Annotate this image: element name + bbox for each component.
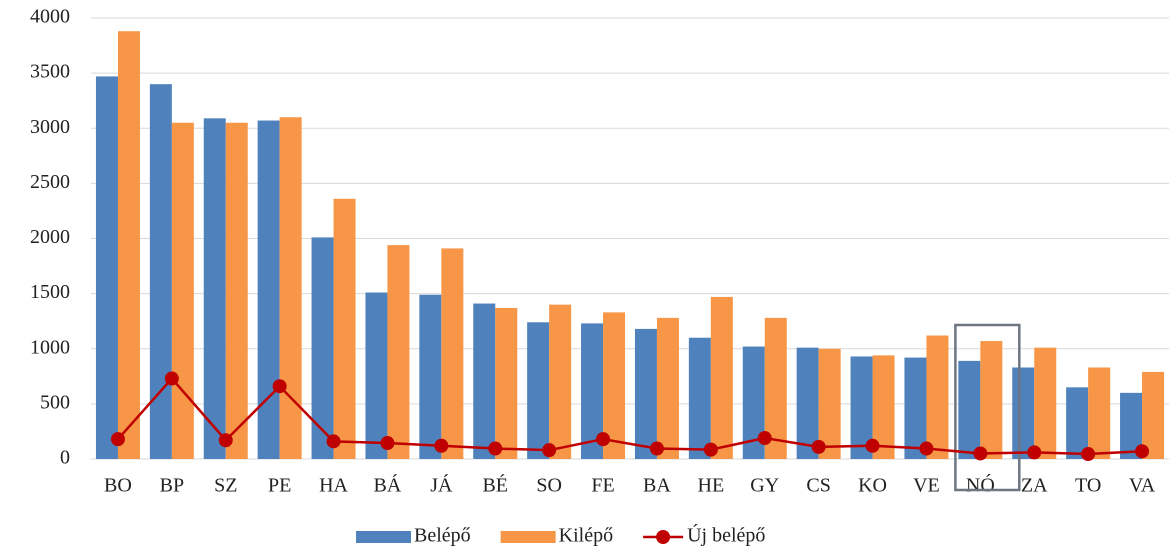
bar [904,357,927,459]
x-tick-label: VA [1129,475,1156,497]
bar [872,355,895,459]
marker [272,379,287,394]
marker [596,432,611,447]
bar [419,294,442,459]
bar [634,328,657,459]
marker [703,442,718,457]
bar [958,360,981,459]
bar [1012,367,1035,459]
x-tick-label: CS [806,475,830,497]
marker [542,443,557,458]
y-tick-label: 500 [40,391,70,413]
x-tick-label: BÉ [482,474,508,497]
y-tick-label: 2000 [30,226,70,248]
y-tick-label: 1000 [30,336,70,358]
x-tick-label: GY [750,475,779,497]
marker [919,441,934,456]
x-tick-label: SZ [214,475,237,497]
y-tick-label: 1500 [30,281,70,303]
marker [110,432,125,447]
bar [850,356,873,459]
bar [581,323,604,459]
bar [764,317,787,459]
bar [333,198,356,459]
bar [1120,392,1143,459]
bar [473,303,496,459]
marker [488,441,503,456]
legend-label: Belépő [414,525,471,547]
bar [1066,387,1089,459]
bar [117,31,140,459]
y-tick-label: 2500 [30,171,70,193]
bar [688,337,711,459]
y-tick-label: 4000 [30,6,70,28]
bar [549,304,572,459]
marker [164,371,179,386]
x-tick-label: SO [536,475,562,497]
legend-swatch [656,530,671,544]
x-tick-label: PE [268,475,291,497]
x-tick-label: ZA [1021,475,1048,497]
x-tick-label: BÁ [374,474,402,497]
bar [225,122,248,460]
legend-label: Új belépő [687,523,765,547]
y-tick-label: 0 [60,447,70,469]
x-tick-label: NÓ [966,473,995,497]
bar [257,120,280,459]
x-tick-label: FE [591,475,614,497]
marker [380,436,395,451]
x-tick-label: BP [160,475,184,497]
x-tick-label: VE [913,475,940,497]
marker [1081,447,1096,462]
marker [811,439,826,454]
x-tick-label: KO [858,475,887,497]
bar [203,118,226,459]
bar [742,346,765,459]
bar [279,117,302,459]
y-tick-label: 3500 [30,61,70,83]
bar [1142,371,1165,459]
bar [656,317,679,459]
marker [1135,444,1150,459]
legend-swatch [500,531,556,543]
bar [710,296,733,459]
bar [527,322,550,459]
marker [649,441,664,456]
bar [1088,367,1111,459]
bar [926,335,949,459]
bar [1034,347,1057,459]
bar [980,341,1003,459]
marker [218,433,233,448]
marker [973,446,988,461]
line [117,376,1143,456]
marker [865,438,880,453]
bar [387,245,410,459]
bar [603,312,626,459]
legend-label: Kilépő [559,525,613,547]
bar [441,248,464,459]
x-tick-label: HE [698,475,725,497]
marker [434,438,449,453]
marker [1027,445,1042,460]
x-tick-label: BO [104,475,132,497]
bar [171,122,194,460]
x-tick-label: JÁ [430,474,453,497]
x-tick-label: TO [1075,475,1101,497]
bar [311,237,334,459]
bar [149,84,172,460]
marker [326,434,341,449]
y-tick-label: 3000 [30,116,70,138]
bar [95,76,118,460]
legend-swatch [356,531,411,543]
bar [495,307,518,459]
bar [365,292,388,459]
marker [757,431,772,446]
x-tick-label: BA [643,475,671,497]
bar [818,348,841,459]
x-tick-label: HA [319,475,348,497]
highlight-box [954,323,1021,492]
bar [796,347,819,459]
